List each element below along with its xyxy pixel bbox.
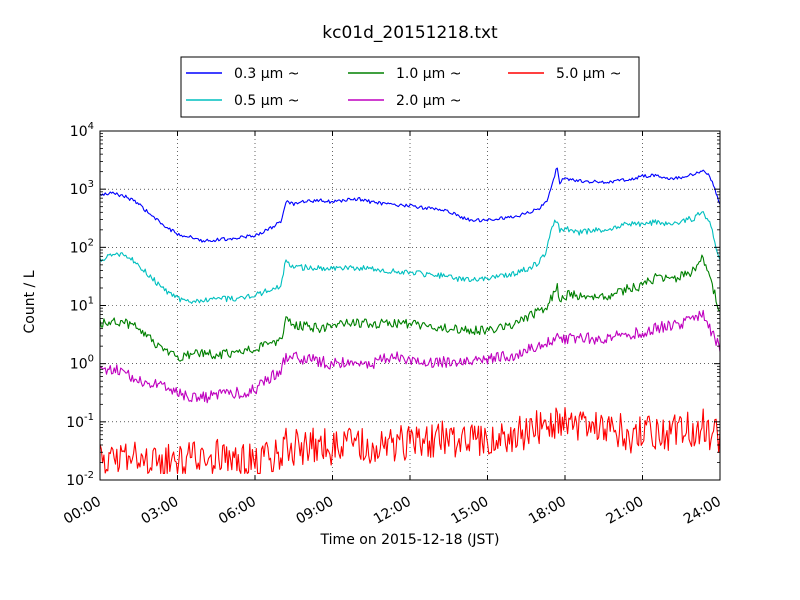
legend: 0.3 μm ~ 0.5 μm ~ 1.0 μm ~ 2.0 μm ~ 5.0 μm ~ [180,56,640,118]
y-tick-label: 104 [70,121,94,140]
y-tick-label-base: 10 [70,124,88,140]
y-tick-label-base: 10 [70,357,88,373]
y-tick-label: 100 [70,354,94,373]
legend-entry: 0.3 μm ~ [186,66,299,82]
x-axis-label: Time on 2015-12-18 (JST) [320,532,500,548]
legend-label: 2.0 μm ~ [396,93,461,109]
y-tick-label: 101 [70,296,94,315]
series-line [99,211,721,304]
series-line [99,167,721,243]
y-tick-label-exponent: 0 [88,354,94,365]
series-line [99,254,721,362]
y-tick-label: 10-1 [66,412,94,431]
y-axis-label: Count / L [22,270,38,333]
series-line [99,407,721,474]
y-tick-label-exponent: 1 [88,296,94,307]
y-tick-label-base: 10 [70,299,88,315]
axes [99,130,721,481]
legend-label: 0.5 μm ~ [234,93,299,109]
y-tick-label: 103 [70,179,94,198]
y-tick-label: 10-2 [66,470,94,489]
y-tick-label-base: 10 [66,415,84,431]
y-tick-label-exponent: 2 [88,237,94,248]
chart-title: kc01d_20151218.txt [322,23,498,43]
legend-label: 0.3 μm ~ [234,66,299,82]
legend-entry: 0.5 μm ~ [186,93,299,109]
y-tick-label-exponent: -1 [84,412,94,423]
plot-frame [99,130,721,481]
y-tick-label: 102 [70,237,94,256]
y-tick-label-exponent: 4 [88,121,94,132]
series-group [99,167,721,474]
legend-entry: 1.0 μm ~ [348,66,461,82]
y-tick-label-base: 10 [66,473,84,489]
y-tick-label-exponent: -2 [84,470,94,481]
legend-box [180,56,640,118]
legend-entry: 2.0 μm ~ [348,93,461,109]
legend-entry: 5.0 μm ~ [508,66,621,82]
y-tick-label-base: 10 [70,240,88,256]
legend-label: 5.0 μm ~ [556,66,621,82]
y-tick-label-base: 10 [70,182,88,198]
series-line [99,309,721,404]
y-tick-label-exponent: 3 [88,179,94,190]
grid [100,131,720,480]
legend-label: 1.0 μm ~ [396,66,461,82]
